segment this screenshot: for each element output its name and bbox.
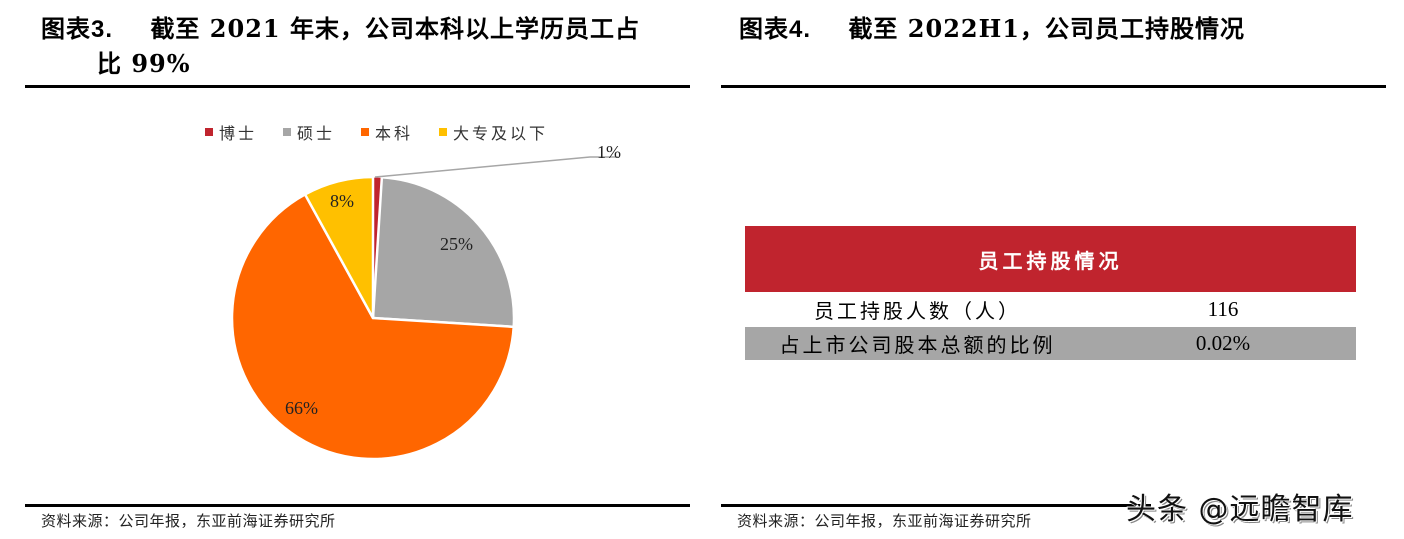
figure-3-top-rule xyxy=(25,85,690,88)
figure-4-source: 资料来源：公司年报，东亚前海证券研究所 xyxy=(737,512,1032,530)
pie-label-phd: 1% xyxy=(597,142,621,162)
watermark: 头条 @远瞻智库 xyxy=(1126,492,1354,527)
figure-4-top-rule xyxy=(721,85,1386,88)
pie-label-master: 25% xyxy=(440,234,473,254)
employee-shareholding-table: 员工持股情况 员工持股人数（人） 116 占上市公司股本总额的比例 0.02% xyxy=(745,226,1356,360)
legend-swatch-master xyxy=(283,128,292,136)
table-row: 员工持股人数（人） 116 xyxy=(745,293,1356,326)
figure-3-title-line2: 比 99% xyxy=(97,49,191,78)
legend-label-master: 硕士 xyxy=(297,124,336,143)
legend-label-phd: 博士 xyxy=(219,124,258,143)
figure-3-source: 资料来源：公司年报，东亚前海证券研究所 xyxy=(41,512,336,530)
legend-label-college: 大专及以下 xyxy=(453,124,549,143)
row-label-ratio: 占上市公司股本总额的比例 xyxy=(779,333,1056,357)
figure-4-title-text: 截至 2022H1，公司员工持股情况 xyxy=(848,14,1245,43)
row-value-ratio: 0.02% xyxy=(1195,331,1251,355)
pie-label-bachelor: 66% xyxy=(285,398,318,418)
pie-slice-master xyxy=(371,176,516,329)
legend-swatch-college xyxy=(439,128,448,136)
pie-slice-college xyxy=(303,175,375,320)
row-value-holders: 116 xyxy=(1207,297,1239,321)
legend-item-college: 大专及以下 xyxy=(439,120,548,144)
figure-3-label: 图表3. xyxy=(41,16,114,43)
figure-3-title: 图表3. 截至 2021 年末，公司本科以上学历员工占 比 99% xyxy=(41,12,691,81)
figure-4-bottom-rule xyxy=(721,504,1151,507)
figure-4-title: 图表4. 截至 2022H1，公司员工持股情况 xyxy=(739,12,1379,47)
table-header: 员工持股情况 xyxy=(745,226,1356,292)
legend-swatch-bachelor xyxy=(361,128,370,136)
table-row: 占上市公司股本总额的比例 0.02% xyxy=(745,327,1356,360)
figure-4-label: 图表4. xyxy=(739,16,812,43)
pie-label-college: 8% xyxy=(330,191,354,211)
pie-legend: 博士 硕士 本科 大专及以下 xyxy=(205,120,548,144)
legend-swatch-phd xyxy=(205,128,213,136)
legend-item-master: 硕士 xyxy=(283,120,335,144)
legend-label-bachelor: 本科 xyxy=(375,124,414,143)
figure-3-title-line1: 截至 2021 年末，公司本科以上学历员工占 xyxy=(150,14,640,43)
phd-leader-line xyxy=(374,156,618,178)
pie-slice-bachelor xyxy=(230,193,515,461)
education-pie-chart: 1% 25% 66% 8% xyxy=(230,142,621,461)
figure-3-bottom-rule xyxy=(25,504,690,507)
legend-item-bachelor: 本科 xyxy=(361,120,413,144)
row-label-holders: 员工持股人数（人） xyxy=(814,299,1021,323)
legend-item-phd: 博士 xyxy=(205,120,257,144)
